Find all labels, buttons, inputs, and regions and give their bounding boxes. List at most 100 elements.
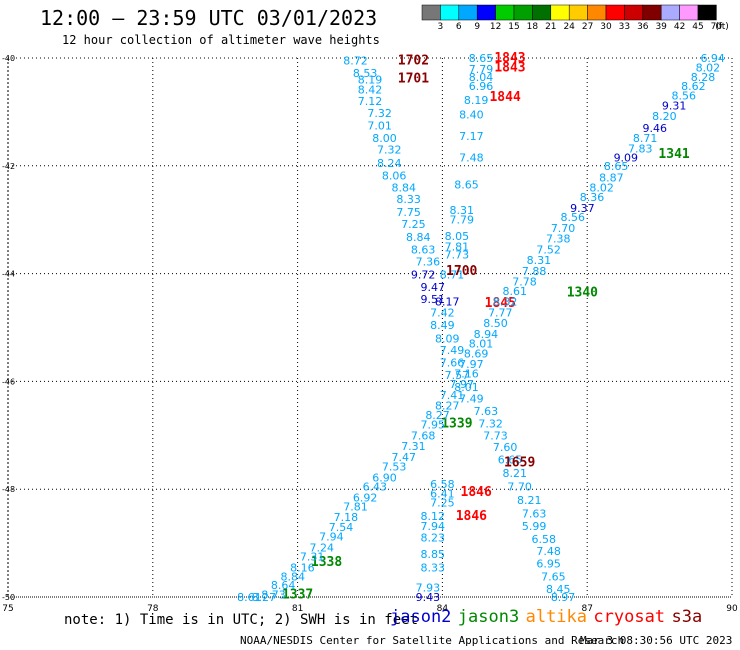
wave-height-label: 8.21 <box>517 494 542 507</box>
wave-height-label: 7.79 <box>469 63 494 76</box>
wave-height-label: 8.28 <box>691 71 716 84</box>
legend-altika: altika <box>525 607 588 627</box>
wave-height-label: 8.84 <box>392 181 417 194</box>
x-tick-label: 81 <box>292 604 303 614</box>
x-tick-label: 78 <box>147 604 159 614</box>
wave-height-label: 8.01 <box>454 381 479 394</box>
wave-height-label: 7.01 <box>367 119 392 132</box>
wave-height-label: 8.65 <box>454 179 479 192</box>
wave-height-label: 7.31 <box>401 440 426 453</box>
wave-height-label: 8.45 <box>546 583 571 596</box>
legend-jason3: jason3 <box>457 607 520 627</box>
colorbar-swatch <box>458 4 478 21</box>
wave-height-label: 7.47 <box>392 451 417 464</box>
legend-s3a: s3a <box>671 607 703 627</box>
wave-height-label: 9.51 <box>420 293 445 306</box>
colorbar <box>421 4 717 21</box>
wave-height-label: 8.65 <box>604 160 629 173</box>
time-label: 1659 <box>504 455 535 470</box>
wave-height-label: 7.94 <box>420 520 445 533</box>
wave-height-label: 7.32 <box>367 107 392 120</box>
colorbar-label: 9 <box>474 22 481 32</box>
time-label: 1846 <box>461 485 492 500</box>
wave-height-label: 7.63 <box>474 405 499 418</box>
colorbar-label: 45 <box>692 22 704 32</box>
wave-height-label: 7.52 <box>536 243 561 256</box>
wave-height-label: 7.68 <box>411 429 436 442</box>
x-tick-label: 90 <box>726 604 738 614</box>
wave-height-label: 8.42 <box>358 83 383 96</box>
wave-height-label: 8.97 <box>551 591 576 604</box>
wave-height-label: 7.41 <box>440 389 465 402</box>
x-tick-label: 87 <box>581 604 592 614</box>
chart-grid <box>7 57 733 598</box>
wave-height-label: 8.02 <box>696 62 721 75</box>
footer-note: note: 1) Time is in UTC; 2) SWH is in fe… <box>64 612 419 628</box>
wave-height-label: 7.49 <box>459 393 484 406</box>
wave-height-label: 8.00 <box>372 132 397 145</box>
wave-height-label: 8.53 <box>353 67 378 80</box>
colorbar-swatch <box>550 4 570 21</box>
wave-height-label: 8.27 <box>435 400 460 413</box>
wave-height-label: 8.27 <box>425 409 450 422</box>
wave-height-label: 8.20 <box>652 110 677 123</box>
colorbar-swatch <box>642 4 662 21</box>
wave-height-label: 8.71 <box>440 269 465 282</box>
wave-height-label: 9.47 <box>420 281 445 294</box>
wave-height-label: 7.17 <box>459 130 484 143</box>
wave-height-label: 6.65 <box>498 454 523 467</box>
colorbar-swatch <box>568 4 588 21</box>
wave-height-label: 7.81 <box>343 500 368 513</box>
time-label: 1843 <box>494 51 525 66</box>
colorbar-swatch <box>624 4 644 21</box>
colorbar-swatch <box>679 4 699 21</box>
wave-height-label: 6.43 <box>363 481 388 494</box>
wave-height-label: 7.73 <box>483 429 508 442</box>
wave-height-label: 7.97 <box>449 378 474 391</box>
wave-height-label: 7.36 <box>416 256 441 269</box>
colorbar-swatch <box>495 4 515 21</box>
colorbar-label: 33 <box>618 22 631 32</box>
wave-height-label: 7.49 <box>440 344 465 357</box>
wave-height-label: 7.24 <box>309 541 334 554</box>
wave-height-label: 8.72 <box>343 55 368 68</box>
wave-height-label: 6.95 <box>536 558 561 571</box>
wave-height-label: 8.40 <box>459 109 484 122</box>
time-label: 1340 <box>567 285 598 300</box>
colorbar-label: 42 <box>673 22 686 32</box>
wave-height-label: 7.65 <box>541 571 566 584</box>
y-tick-label: -46 <box>2 377 15 386</box>
footer-credit: NOAA/NESDIS Center for Satellite Applica… <box>240 634 625 647</box>
wave-height-label: 5.99 <box>522 520 547 533</box>
colorbar-label: 18 <box>526 22 539 32</box>
wave-height-label: 8.69 <box>464 347 489 360</box>
wave-height-label: 8.32 <box>493 296 518 309</box>
wave-height-label: 6.58 <box>430 478 455 491</box>
wave-height-label: 7.81 <box>445 241 470 254</box>
wave-height-label: 9.37 <box>570 202 595 215</box>
wave-height-label: 8.62 <box>681 80 706 93</box>
plot-frame <box>7 57 733 598</box>
colorbar-swatch <box>476 4 496 21</box>
colorbar-swatch <box>605 4 625 21</box>
wave-height-label: 8.31 <box>527 254 552 267</box>
colorbar-label: 12 <box>489 22 502 32</box>
time-label: 1700 <box>446 264 477 279</box>
wave-height-label: 9.31 <box>662 99 687 112</box>
wave-height-label: 7.16 <box>454 367 479 380</box>
footer-timestamp: Mar 3 08:30:56 UTC 2023 <box>580 634 733 647</box>
wave-height-label: 8.06 <box>382 170 407 183</box>
wave-height-label: 7.42 <box>430 306 455 319</box>
chart-title: 12:00 — 23:59 UTC 03/01/2023 <box>40 6 378 30</box>
wave-height-label: 7.70 <box>507 481 532 494</box>
wave-height-label: 9.72 <box>411 269 436 282</box>
wave-height-label: 8.19 <box>358 74 383 87</box>
wave-height-label: 8.63 <box>411 243 436 256</box>
y-tick-label: -50 <box>2 593 15 602</box>
wave-height-label: 6.96 <box>469 80 494 93</box>
time-label: 1341 <box>658 147 689 162</box>
wave-height-label: 7.79 <box>449 214 474 227</box>
colorbar-label: 6 <box>455 22 462 32</box>
colorbar-label: 39 <box>655 22 667 32</box>
